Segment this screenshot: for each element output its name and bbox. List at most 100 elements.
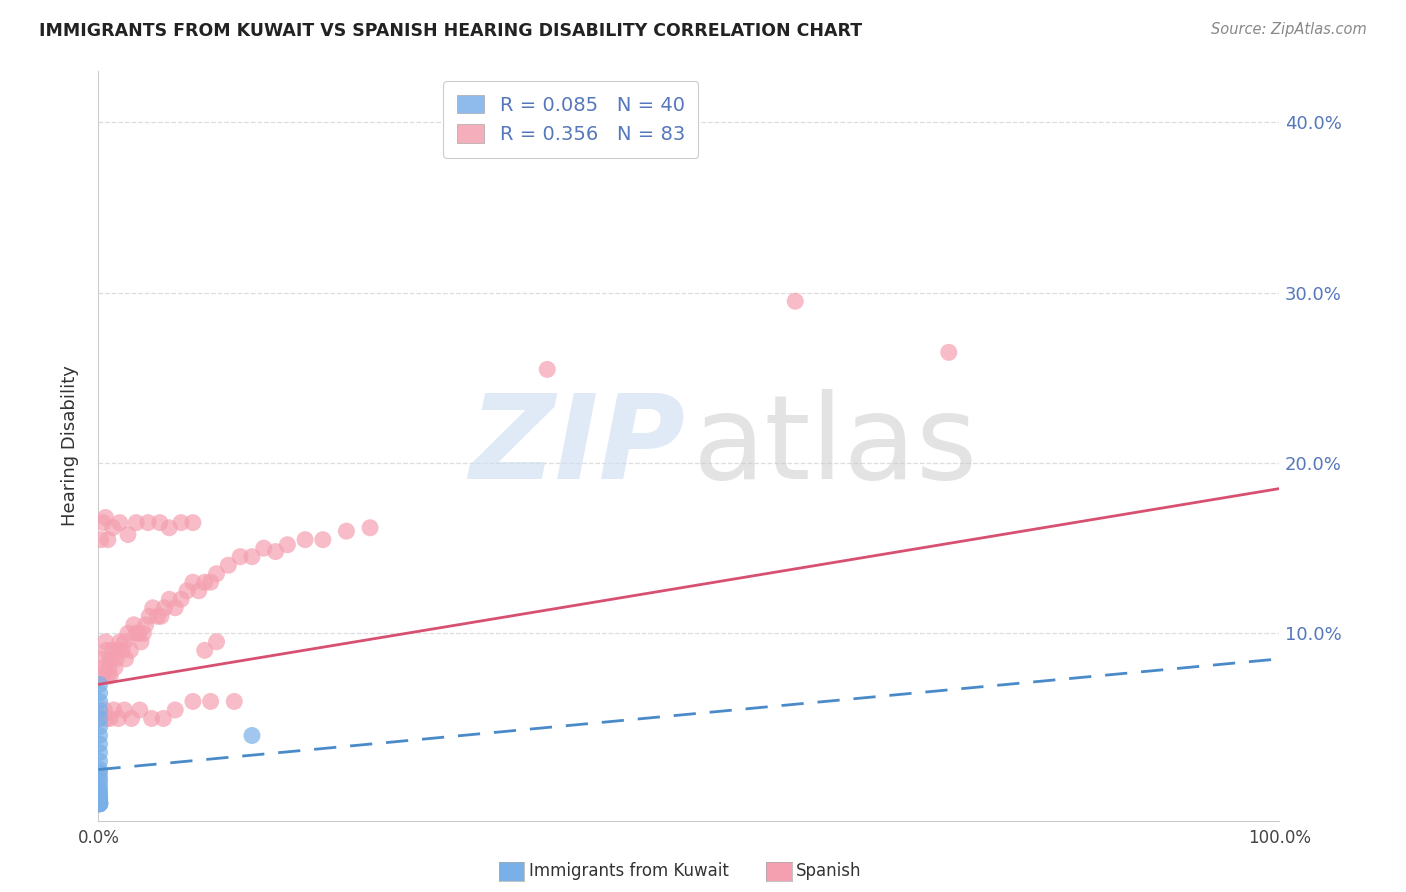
Point [89, 795, 111, 809]
Point [128, 703, 150, 717]
Point [89, 766, 111, 780]
Point [89, 795, 111, 809]
Point [89, 793, 111, 807]
Point [89, 791, 111, 805]
Point [98, 652, 121, 666]
Point [103, 703, 125, 717]
Point [89, 771, 111, 785]
Point [90, 533, 112, 547]
Text: Source: ZipAtlas.com: Source: ZipAtlas.com [1211, 22, 1367, 37]
Point [94, 635, 117, 649]
Point [125, 626, 148, 640]
Point [101, 521, 124, 535]
Point [89, 797, 111, 811]
Point [181, 575, 204, 590]
Point [89, 797, 111, 811]
Point [170, 592, 193, 607]
Text: atlas: atlas [693, 389, 977, 503]
Point [112, 703, 135, 717]
Point [89, 797, 111, 811]
Point [536, 362, 558, 376]
Point [181, 516, 204, 530]
Point [117, 626, 139, 640]
Point [253, 541, 276, 556]
Point [89, 754, 111, 768]
Point [104, 660, 127, 674]
Point [89, 774, 111, 789]
Point [89, 763, 111, 777]
Point [150, 609, 173, 624]
Point [107, 711, 129, 725]
Point [108, 516, 131, 530]
Point [129, 635, 152, 649]
Point [335, 524, 357, 538]
Point [89, 746, 111, 760]
Point [89, 737, 111, 751]
Point [89, 783, 111, 797]
Point [89, 797, 111, 811]
Point [94, 510, 117, 524]
Point [312, 533, 335, 547]
Point [97, 533, 120, 547]
Point [89, 793, 111, 807]
Point [91, 711, 114, 725]
Text: Spanish: Spanish [796, 863, 862, 880]
Point [194, 575, 217, 590]
Point [89, 797, 111, 811]
Point [96, 643, 118, 657]
Point [264, 544, 287, 558]
Legend: R = 0.085   N = 40, R = 0.356   N = 83: R = 0.085 N = 40, R = 0.356 N = 83 [443, 81, 699, 158]
Text: IMMIGRANTS FROM KUWAIT VS SPANISH HEARING DISABILITY CORRELATION CHART: IMMIGRANTS FROM KUWAIT VS SPANISH HEARIN… [39, 22, 862, 40]
Point [153, 600, 176, 615]
Point [89, 711, 111, 725]
Point [89, 797, 111, 811]
Point [157, 592, 180, 607]
Point [112, 635, 135, 649]
Point [105, 652, 128, 666]
Point [89, 788, 111, 802]
Point [111, 643, 134, 657]
Point [187, 583, 209, 598]
Text: ZIP: ZIP [470, 389, 685, 503]
Point [176, 583, 198, 598]
Point [89, 729, 111, 743]
Point [93, 703, 115, 717]
Point [89, 797, 111, 811]
Point [142, 600, 165, 615]
Point [91, 669, 114, 683]
Point [121, 711, 143, 725]
Point [114, 652, 136, 666]
Point [89, 797, 111, 811]
Point [89, 677, 111, 691]
Y-axis label: Hearing Disability: Hearing Disability [60, 366, 79, 526]
Point [89, 789, 111, 804]
Point [89, 797, 111, 811]
Point [89, 786, 111, 800]
Point [200, 694, 222, 708]
Point [90, 652, 112, 666]
Point [200, 575, 222, 590]
Point [194, 643, 217, 657]
Text: Immigrants from Kuwait: Immigrants from Kuwait [529, 863, 728, 880]
Point [146, 609, 169, 624]
Point [157, 521, 180, 535]
Point [91, 516, 114, 530]
Point [108, 635, 131, 649]
Point [93, 660, 115, 674]
Point [89, 797, 111, 811]
Point [117, 527, 139, 541]
Point [89, 797, 111, 811]
Point [181, 694, 204, 708]
Point [105, 643, 128, 657]
Point [217, 558, 239, 573]
Point [98, 711, 121, 725]
Point [97, 669, 120, 683]
Point [89, 797, 111, 811]
Point [89, 720, 111, 734]
Point [89, 780, 111, 794]
Point [89, 686, 111, 700]
Point [240, 549, 263, 564]
Point [138, 609, 160, 624]
Point [98, 669, 121, 683]
Point [89, 703, 111, 717]
